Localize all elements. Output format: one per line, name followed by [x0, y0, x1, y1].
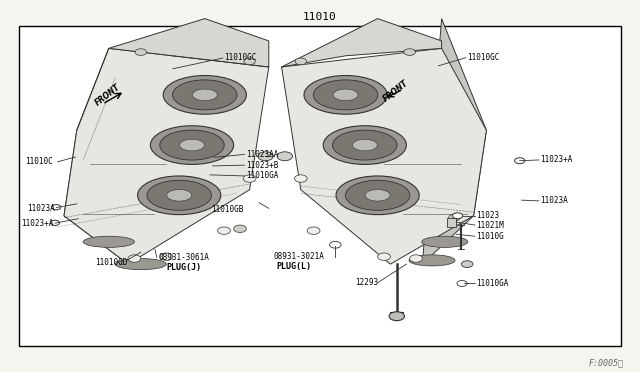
Circle shape	[52, 205, 61, 210]
Ellipse shape	[365, 189, 390, 201]
Polygon shape	[64, 48, 173, 264]
Text: 08931-3061A: 08931-3061A	[159, 253, 209, 262]
Circle shape	[234, 225, 246, 232]
Text: FRONT: FRONT	[381, 78, 410, 104]
Ellipse shape	[346, 180, 410, 210]
Circle shape	[294, 175, 307, 182]
Ellipse shape	[323, 126, 406, 164]
Text: 11023: 11023	[476, 211, 499, 220]
Ellipse shape	[353, 139, 378, 151]
Text: 12293: 12293	[355, 278, 378, 287]
Text: 11010GA: 11010GA	[476, 279, 509, 288]
Ellipse shape	[163, 76, 246, 114]
Ellipse shape	[150, 126, 234, 164]
Circle shape	[277, 152, 292, 161]
Ellipse shape	[422, 236, 468, 247]
Ellipse shape	[147, 180, 211, 210]
Ellipse shape	[173, 80, 237, 110]
Ellipse shape	[83, 236, 134, 247]
Circle shape	[135, 49, 147, 55]
Polygon shape	[109, 19, 269, 67]
Ellipse shape	[167, 189, 192, 201]
Text: 11023AA: 11023AA	[246, 150, 278, 159]
Text: PLUG(J): PLUG(J)	[166, 263, 202, 272]
Circle shape	[243, 175, 256, 182]
Text: 11023+A: 11023+A	[540, 155, 573, 164]
Text: 11021M: 11021M	[476, 221, 504, 230]
Circle shape	[295, 58, 307, 65]
Ellipse shape	[193, 89, 218, 101]
Circle shape	[404, 49, 415, 55]
Circle shape	[457, 280, 467, 286]
Text: 11010GC: 11010GC	[467, 53, 500, 62]
Text: 11023A: 11023A	[27, 204, 54, 213]
Text: 11023A: 11023A	[540, 196, 568, 205]
Polygon shape	[282, 19, 442, 67]
Circle shape	[449, 214, 460, 221]
Text: PLUG(L): PLUG(L)	[276, 262, 312, 271]
Circle shape	[258, 152, 273, 161]
Text: 11010GD: 11010GD	[95, 258, 127, 267]
Ellipse shape	[409, 255, 455, 266]
Circle shape	[128, 255, 141, 262]
Circle shape	[330, 241, 341, 248]
Text: 11010GB: 11010GB	[211, 205, 244, 214]
Ellipse shape	[333, 89, 358, 101]
Circle shape	[218, 227, 230, 234]
Ellipse shape	[336, 176, 419, 215]
Text: 11010GC: 11010GC	[224, 53, 257, 62]
Circle shape	[244, 58, 255, 65]
Ellipse shape	[314, 80, 378, 110]
Text: 11010: 11010	[303, 12, 337, 22]
Circle shape	[389, 312, 404, 321]
Circle shape	[410, 255, 422, 262]
Text: 11010G: 11010G	[476, 232, 504, 241]
Circle shape	[378, 253, 390, 260]
Text: 11010C: 11010C	[26, 157, 53, 166]
Bar	[19, 26, 621, 346]
Text: 11023+B: 11023+B	[246, 161, 278, 170]
Ellipse shape	[115, 259, 166, 270]
Ellipse shape	[304, 76, 387, 114]
Circle shape	[51, 220, 60, 225]
Circle shape	[160, 253, 173, 260]
Circle shape	[515, 158, 525, 164]
Ellipse shape	[138, 176, 221, 215]
Polygon shape	[282, 48, 486, 264]
Text: 08931-3021A: 08931-3021A	[274, 252, 324, 261]
Circle shape	[461, 261, 473, 267]
Ellipse shape	[333, 130, 397, 160]
Text: 11010GA: 11010GA	[246, 171, 278, 180]
Ellipse shape	[179, 139, 205, 151]
Circle shape	[452, 213, 463, 219]
Ellipse shape	[160, 130, 224, 160]
Text: 11023+A: 11023+A	[21, 219, 54, 228]
Circle shape	[307, 227, 320, 234]
Text: F:0005〈: F:0005〈	[589, 358, 624, 367]
Bar	[447, 218, 456, 227]
Polygon shape	[64, 48, 269, 264]
Text: FRONT: FRONT	[93, 82, 122, 108]
Polygon shape	[422, 19, 486, 264]
